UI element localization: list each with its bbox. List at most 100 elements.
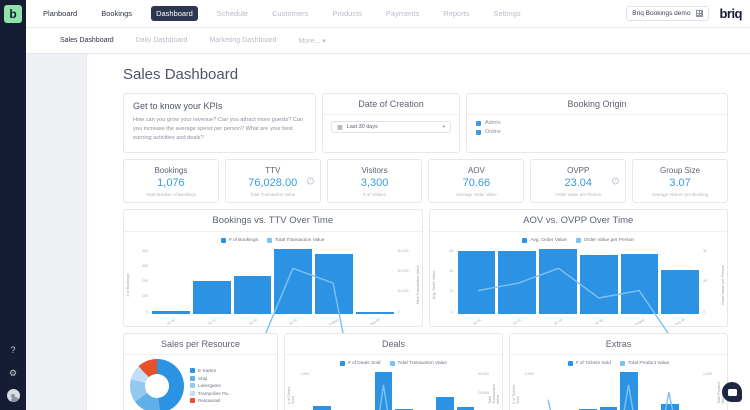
nav-item-payments[interactable]: Payments — [385, 9, 420, 18]
nav-item-reports[interactable]: Reports — [443, 9, 470, 18]
chart-plot-area: # of Tickets Sold Total Product Value 1,… — [510, 368, 727, 410]
metric-visitors[interactable]: Visitors 3,300 # of Visitors — [326, 158, 423, 203]
legend-item: Trampoline Pa... — [190, 390, 232, 396]
legend-swatch — [190, 383, 195, 389]
chart-title: Sales per Resource — [124, 334, 277, 355]
left-rail: b ? ⚙ — [0, 0, 26, 410]
x-axis-label: Jul 04 — [165, 317, 176, 326]
metric-ovpp[interactable]: i OVPP 23.04 Order Value per Person — [530, 158, 627, 203]
chart-plot-area: # of Deals Sold Total Transaction Value … — [285, 368, 502, 410]
legend-label: Restaurant — [198, 398, 221, 404]
y2-axis-ticks: 30,000 20,000 10,000 — [478, 371, 489, 410]
y-axis-ticks: 60 40 20 0 — [449, 248, 454, 314]
help-icon[interactable]: ? — [6, 343, 20, 357]
filters-row: Get to know your KPIs How can you grow y… — [123, 93, 728, 153]
app-logo[interactable]: b — [4, 5, 22, 23]
legend-item: Restaurant — [190, 398, 232, 404]
legend-swatch — [190, 375, 195, 381]
date-range-select[interactable]: ▦ Last 30 days ▾ — [331, 121, 451, 133]
legend-item: Avg. Order Value — [522, 237, 567, 243]
org-selector-label: Briq Bookings demo — [632, 10, 691, 17]
metric-aov[interactable]: AOV 70.66 Average Order Value — [428, 158, 525, 203]
legend-item: # of Deals Sold — [339, 360, 381, 366]
metric-value: 3.07 — [669, 176, 691, 189]
nav-item-planboard[interactable]: Planboard — [43, 9, 78, 18]
metric-value: 23.04 — [564, 176, 592, 189]
grid-icon — [696, 10, 704, 17]
legend-swatch — [190, 398, 195, 404]
legend-swatch — [267, 237, 273, 243]
gear-icon[interactable]: ⚙ — [6, 366, 20, 380]
calendar-icon: ▦ — [337, 124, 343, 131]
chart-aov-vs-ovpp: AOV vs. OVPP Over Time Avg. Order Value … — [428, 208, 728, 327]
checkbox-icon — [476, 120, 481, 126]
legend-label: Total Transaction Value — [397, 360, 448, 366]
nav-item-customers[interactable]: Customers — [272, 9, 309, 18]
info-icon[interactable]: i — [612, 177, 620, 185]
chart-sales-per-resource: Sales per Resource E-Karten Ship Lasergame… — [123, 332, 278, 410]
booking-origin-options: Admin Online — [467, 115, 727, 144]
org-selector[interactable]: Briq Bookings demo — [626, 6, 710, 21]
legend-swatch — [619, 360, 625, 366]
metric-name: TTV — [265, 165, 281, 175]
metric-bookings[interactable]: Bookings 1,076 Total Number of Bookings — [123, 158, 219, 203]
metric-value: 76,028.00 — [248, 176, 298, 189]
info-icon[interactable]: i — [306, 177, 314, 185]
y2-axis-title: Total Transaction Value — [415, 265, 420, 305]
tab-more[interactable]: More... ▾ — [298, 37, 326, 45]
chart-bar — [620, 253, 659, 314]
legend-item: Lasergame — [190, 383, 232, 389]
bottom-charts-row: Sales per Resource E-Karten Ship Lasergame… — [123, 332, 728, 410]
chart-bar — [395, 408, 413, 410]
nav-item-bookings[interactable]: Bookings — [101, 9, 133, 18]
donut-wrap: E-Karten Ship Lasergame Trampoline Pa... Res… — [124, 355, 277, 410]
x-axis-labels: Jul 04 Jul 11 Jul 18 Jul 25 August Aug 08 — [152, 317, 394, 326]
chat-widget-button[interactable] — [722, 382, 742, 402]
brand-wordmark: briq — [719, 6, 742, 21]
y-axis-title: Avg. Order Value — [431, 270, 436, 300]
chart-bar — [192, 281, 231, 314]
tab-daily-dashboard[interactable]: Daily Dashboard — [135, 37, 188, 44]
booking-origin-card: Booking Origin Admin Online — [466, 93, 728, 153]
chart-plot-area: # of Bookings Total Transaction Value 40… — [124, 245, 422, 326]
chart-title: Extras — [510, 334, 727, 355]
metric-ttv[interactable]: i TTV 76,028.00 Total Transaction Value — [224, 158, 321, 203]
checkbox-admin[interactable]: Admin — [476, 120, 727, 126]
legend-swatch — [220, 237, 226, 243]
chart-bar — [620, 371, 638, 410]
legend-label: Trampoline Pa... — [198, 390, 232, 396]
timeseries-charts-row: Bookings vs. TTV Over Time # of Bookings… — [123, 208, 728, 327]
legend-label: Lasergame — [198, 383, 221, 389]
nav-item-settings[interactable]: Settings — [493, 9, 521, 18]
chart-bar — [539, 248, 577, 314]
metric-group-size[interactable]: Group Size 3.07 Average Visitors per Boo… — [632, 158, 728, 203]
legend-item: Ship — [190, 375, 232, 381]
y2-axis-ticks: 30 20 0 — [703, 248, 707, 314]
nav-item-dashboard[interactable]: Dashboard — [151, 6, 198, 21]
legend-item: Total Transaction Value — [267, 237, 325, 243]
x-axis-label: Aug 08 — [674, 317, 686, 327]
tab-sales-dashboard[interactable]: Sales Dashboard — [60, 37, 114, 44]
chart-bar — [152, 311, 190, 314]
chart-bars — [313, 371, 474, 410]
nav-item-schedule[interactable]: Schedule — [216, 9, 249, 18]
y-axis-ticks: 1,000 500 — [300, 371, 309, 410]
legend-swatch — [190, 368, 195, 374]
checkbox-online-label: Online — [485, 129, 501, 135]
nav-item-products[interactable]: Products — [332, 9, 362, 18]
tab-marketing-dashboard[interactable]: Marketing Dashboard — [209, 37, 277, 44]
chart-bar — [233, 275, 272, 314]
x-axis-label: Jul 18 — [247, 317, 258, 326]
metric-value: 3,300 — [360, 176, 389, 189]
x-axis-label: Jul 04 — [471, 317, 482, 326]
avatar[interactable] — [6, 389, 20, 402]
checkbox-online[interactable]: Online — [476, 129, 727, 135]
chart-bar — [579, 254, 618, 314]
chart-plot-area: Avg. Order Value Order Value per Person … — [430, 245, 728, 326]
chart-bar — [599, 406, 617, 410]
chart-bars — [152, 248, 394, 314]
kpi-intro-title: Get to know your KPIs — [133, 101, 223, 111]
x-axis-label: Jul 11 — [206, 317, 217, 326]
top-navigation-right: Briq Bookings demo briq — [626, 6, 742, 21]
main-body: Planboard Bookings Dashboard Schedule Cu… — [26, 0, 750, 410]
